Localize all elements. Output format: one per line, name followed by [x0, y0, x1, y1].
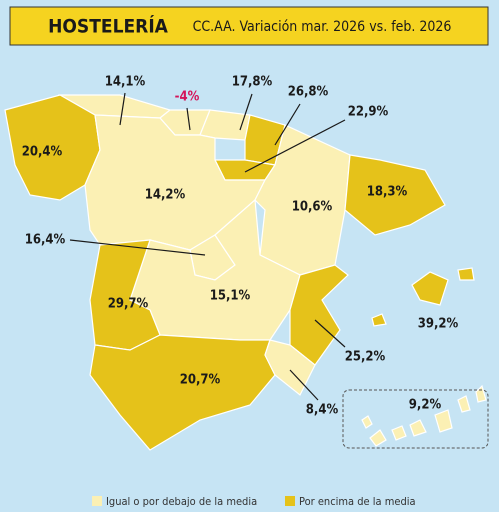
region	[199, 109, 251, 141]
region	[344, 154, 446, 236]
labels: 14,1% -4% 17,8% 26,8% 22,9% 20,4% 14,2% 10,6% 18…	[22, 75, 459, 418]
legend-swatch	[92, 496, 102, 506]
region	[411, 271, 449, 306]
legend-swatch	[285, 496, 295, 506]
region-label: 22,9%	[348, 105, 389, 120]
legend-label: Por encima de la media	[299, 495, 416, 508]
region	[409, 419, 427, 437]
leader-lines	[69, 92, 346, 401]
region-label: 9,2%	[409, 398, 442, 413]
canarias-box	[342, 389, 489, 449]
regions	[4, 94, 487, 451]
leader	[274, 103, 301, 146]
region-label: 18,3%	[367, 185, 408, 200]
region-label: -4%	[175, 90, 200, 105]
header-box	[9, 6, 489, 46]
region	[475, 384, 487, 403]
region	[391, 425, 407, 441]
region-label: 14,1%	[105, 75, 146, 90]
region-label: 26,8%	[288, 85, 329, 100]
leader	[119, 92, 126, 126]
leader	[244, 119, 346, 173]
region	[369, 429, 387, 447]
legend-label: Igual o por debajo de la media	[106, 495, 257, 508]
region-label: 20,7%	[180, 373, 221, 388]
region-label: 25,2%	[345, 350, 386, 365]
region-label: 29,7%	[108, 297, 149, 312]
region-label: 14,2%	[145, 188, 186, 203]
region	[361, 415, 373, 429]
leader	[314, 319, 346, 348]
legend: Igual o por debajo de la media Por encima…	[92, 495, 416, 508]
leader	[239, 93, 253, 131]
region-label: 20,4%	[22, 145, 63, 160]
leader	[289, 369, 319, 401]
region-label: 15,1%	[210, 289, 251, 304]
region	[289, 264, 349, 366]
region-label: 16,4%	[25, 233, 66, 248]
region-label: 39,2%	[418, 317, 459, 332]
region	[371, 313, 387, 327]
leader	[69, 239, 206, 256]
region	[434, 409, 453, 433]
region-label: 10,6%	[292, 200, 333, 215]
region	[264, 339, 316, 396]
subtitle: CC.AA. Variación mar. 2026 vs. feb. 2026	[193, 19, 452, 35]
region	[457, 267, 475, 281]
region	[457, 395, 471, 413]
leader	[186, 107, 191, 131]
title: HOSTELERÍA	[48, 15, 169, 38]
region-label: 17,8%	[232, 75, 273, 90]
region-label: 8,4%	[306, 403, 339, 418]
region	[89, 334, 276, 451]
